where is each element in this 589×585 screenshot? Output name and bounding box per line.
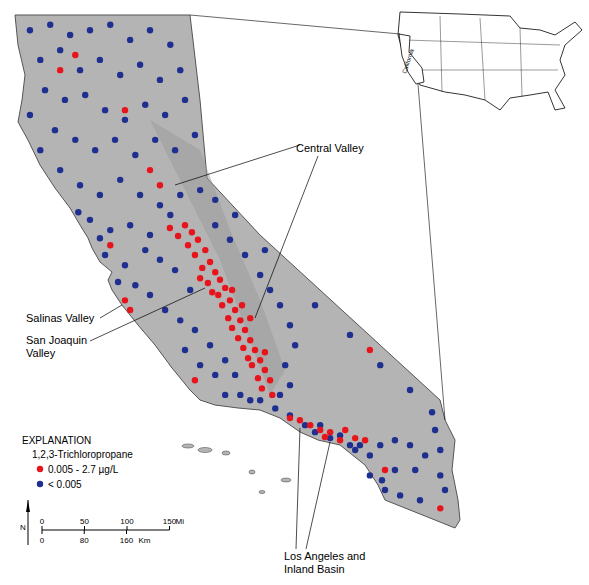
svg-text:Mi: Mi [176, 517, 185, 526]
svg-text:< 0.005: < 0.005 [48, 479, 82, 490]
svg-text:0: 0 [40, 536, 45, 545]
svg-text:Inland Basin: Inland Basin [284, 563, 345, 575]
svg-text:San Joaquin: San Joaquin [26, 334, 87, 346]
svg-text:100: 100 [120, 517, 134, 526]
svg-text:Salinas Valley: Salinas Valley [26, 312, 95, 324]
svg-text:N: N [20, 523, 26, 532]
svg-text:0: 0 [40, 517, 45, 526]
svg-text:Los Angeles and: Los Angeles and [284, 550, 365, 562]
svg-text:1,2,3-Trichloropropane: 1,2,3-Trichloropropane [32, 449, 133, 460]
svg-text:EXPLANATION: EXPLANATION [22, 435, 91, 446]
svg-text:Valley: Valley [26, 347, 56, 359]
svg-text:California: California [401, 48, 415, 75]
svg-text:0.005 - 2.7 µg/L: 0.005 - 2.7 µg/L [48, 464, 119, 475]
svg-text:Central Valley: Central Valley [296, 142, 364, 154]
svg-text:50: 50 [80, 517, 89, 526]
svg-text:150: 150 [162, 517, 177, 526]
svg-text:Km: Km [139, 536, 151, 545]
svg-text:160: 160 [120, 536, 134, 545]
svg-text:80: 80 [80, 536, 89, 545]
